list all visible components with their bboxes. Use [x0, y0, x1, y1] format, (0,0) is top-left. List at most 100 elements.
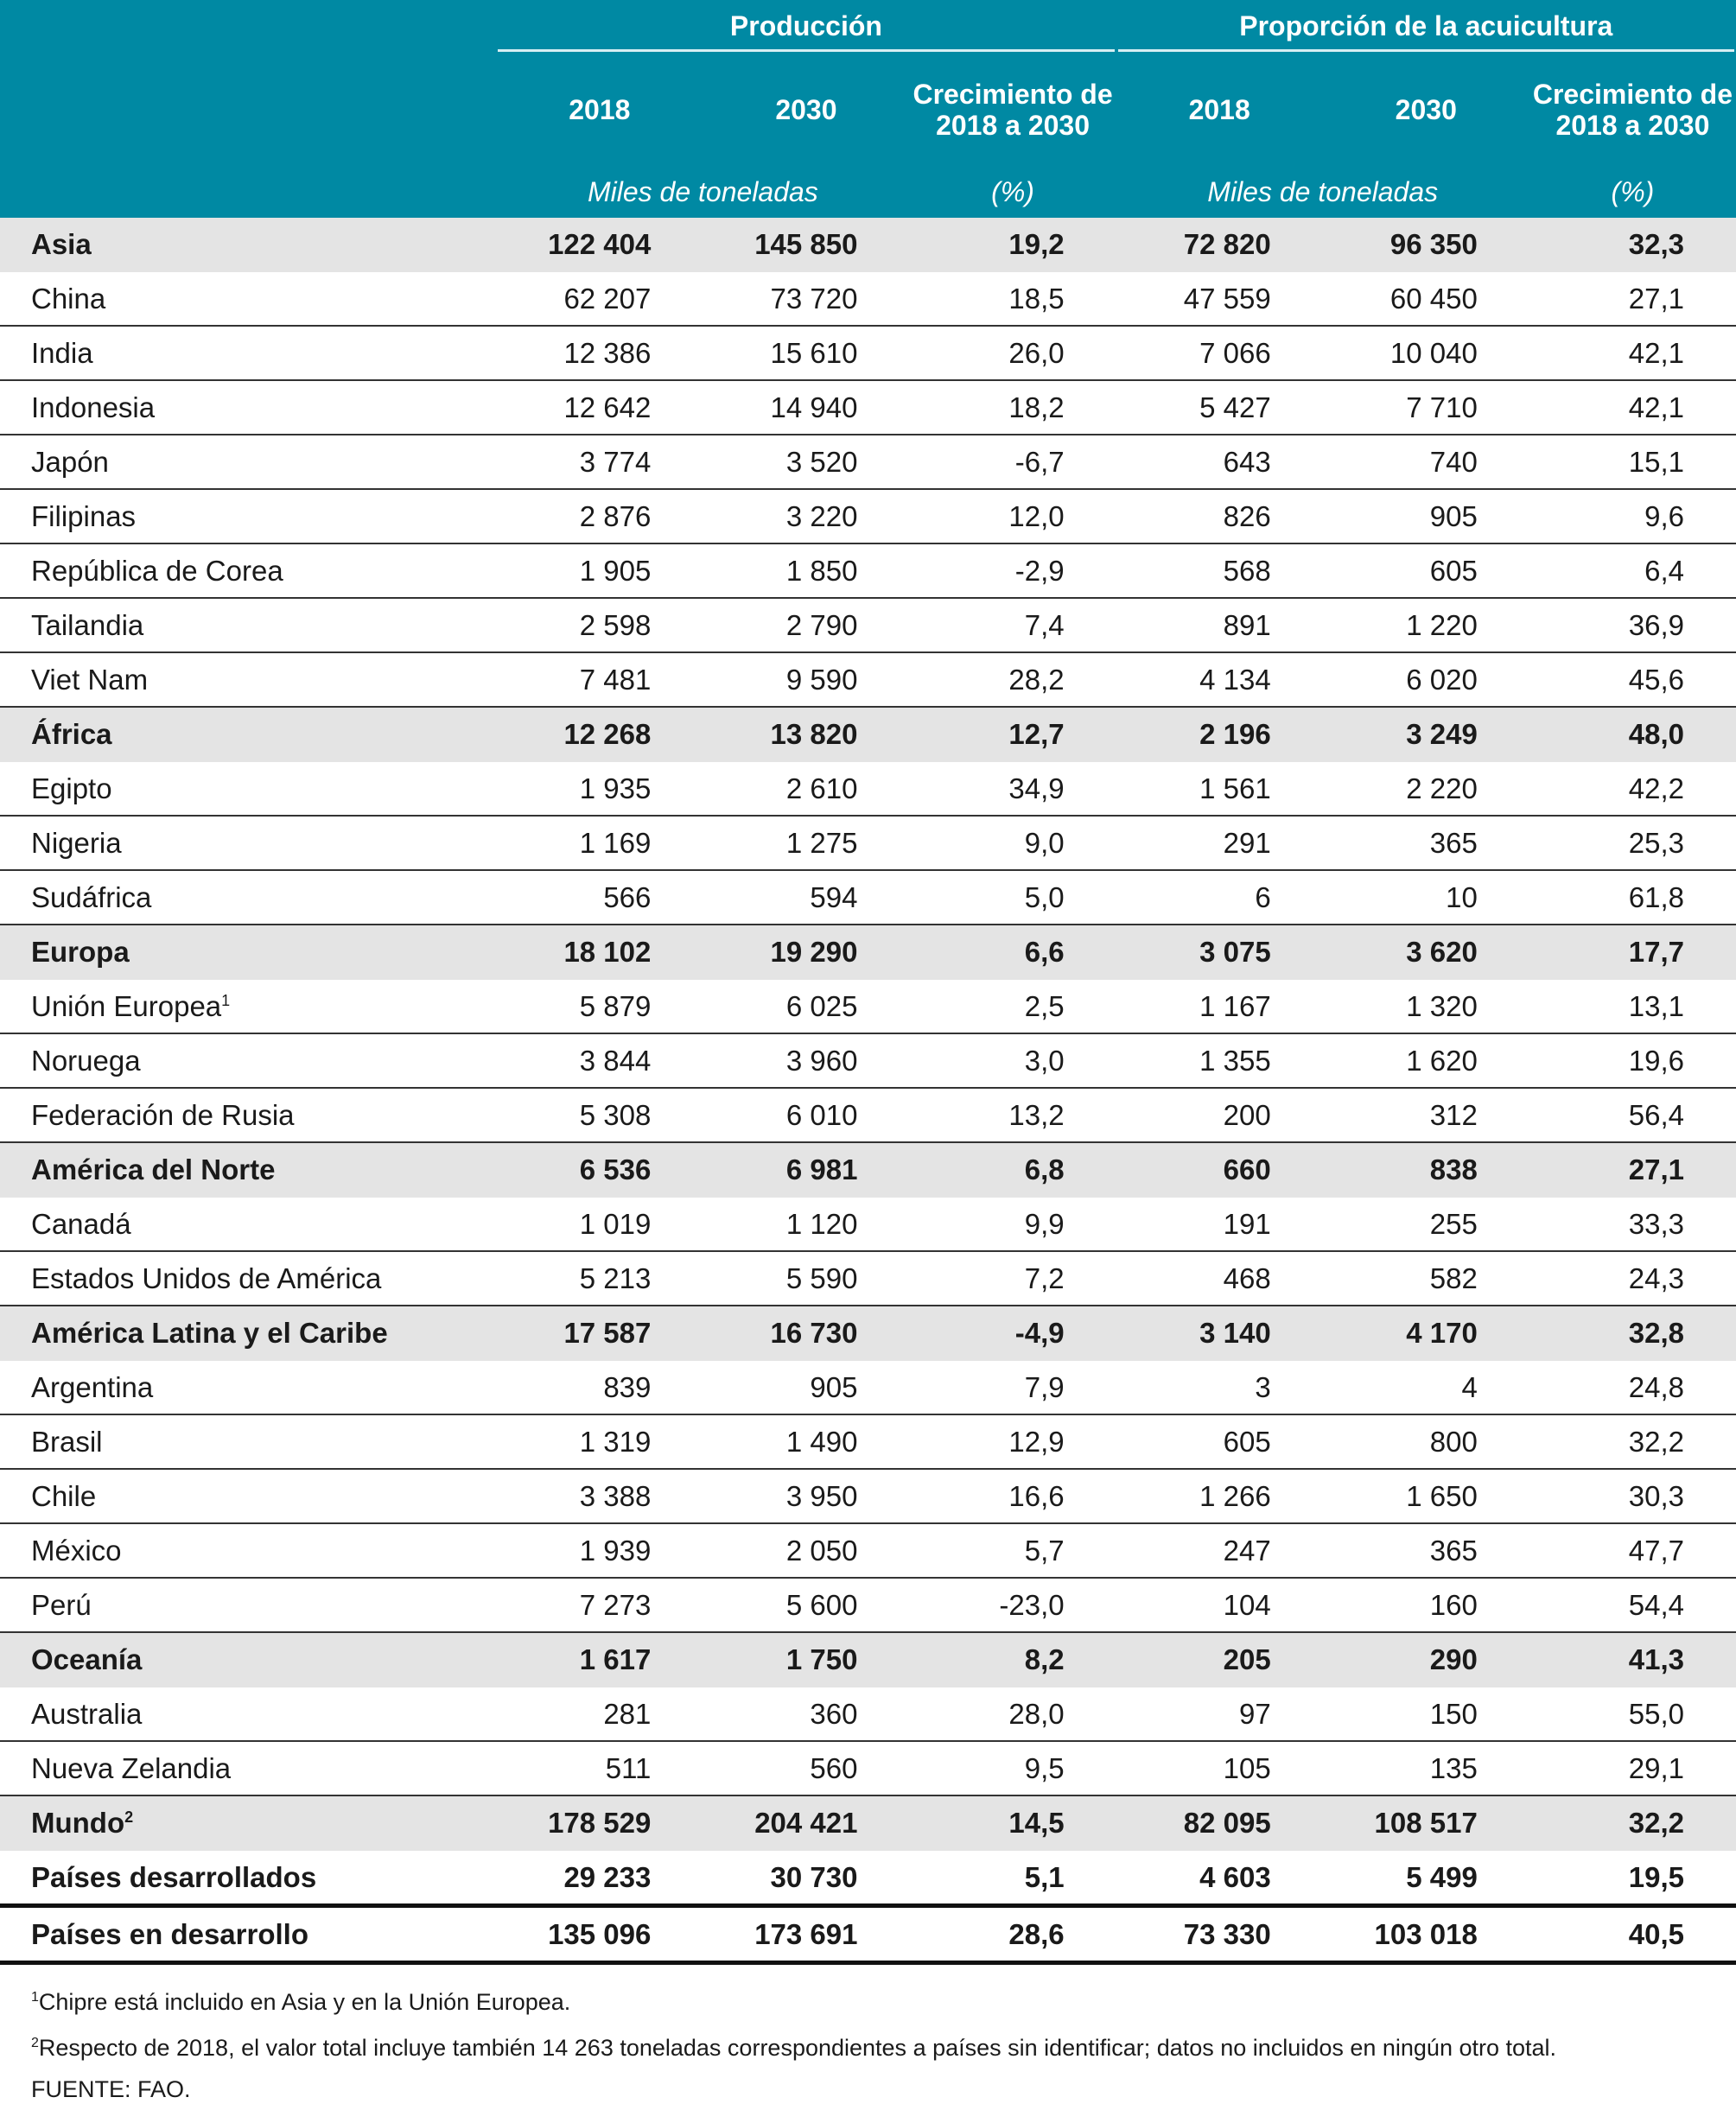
cell-aqua-2030: 4	[1322, 1360, 1529, 1415]
cell-aqua-growth: 42,2	[1529, 761, 1736, 817]
row-label: Países en desarrollo	[0, 1905, 497, 1965]
cell-prod-2018: 29 233	[496, 1850, 703, 1908]
cell-aqua-2018: 643	[1116, 435, 1323, 490]
footnote-ref: 1	[221, 991, 231, 1009]
cell-prod-2030: 16 730	[703, 1306, 910, 1361]
cell-aqua-2018: 568	[1116, 543, 1323, 599]
table-row: Federación de Rusia 5 308 6 010 13,2 200 312 5…	[0, 1088, 1736, 1143]
row-label: Argentina	[0, 1360, 497, 1415]
cell-aqua-growth: 42,1	[1529, 380, 1736, 435]
cell-prod-growth: 13,2	[909, 1088, 1116, 1143]
row-label-text: Japón	[31, 445, 109, 478]
cell-prod-growth: 12,0	[909, 489, 1116, 544]
cell-prod-2030: 204 421	[703, 1795, 910, 1851]
cell-aqua-2018: 73 330	[1116, 1905, 1323, 1965]
col-aqua-2030: 2030	[1322, 54, 1529, 166]
cell-prod-growth: 7,4	[909, 598, 1116, 653]
cell-aqua-2030: 60 450	[1322, 271, 1529, 327]
unit-prod-percent: (%)	[909, 166, 1116, 218]
cell-prod-growth: 28,6	[909, 1905, 1116, 1965]
table-row: Nigeria 1 169 1 275 9,0 291 365 25,3	[0, 816, 1736, 871]
cell-prod-growth: 7,9	[909, 1360, 1116, 1415]
table-row: Países desarrollados 29 233 30 730 5,1 4 603…	[0, 1850, 1736, 1908]
row-label-text: Egipto	[31, 772, 112, 804]
cell-aqua-2018: 468	[1116, 1251, 1323, 1306]
row-label-text: América Latina y el Caribe	[31, 1316, 388, 1349]
cell-aqua-2030: 605	[1322, 543, 1529, 599]
cell-prod-growth: 7,2	[909, 1251, 1116, 1306]
table-row: Tailandia 2 598 2 790 7,4 891 1 220 36,9	[0, 598, 1736, 653]
table-row: Viet Nam 7 481 9 590 28,2 4 134 6 020 45,6	[0, 652, 1736, 708]
cell-aqua-2030: 135	[1322, 1741, 1529, 1796]
row-label: América del Norte	[0, 1142, 497, 1198]
table-row: Brasil 1 319 1 490 12,9 605 800 32,2	[0, 1414, 1736, 1470]
footnote-ref: 2	[124, 1808, 134, 1826]
row-label-text: Indonesia	[31, 391, 156, 423]
cell-prod-growth: -4,9	[909, 1306, 1116, 1361]
cell-prod-2030: 1 275	[703, 816, 910, 871]
col-aqua-growth: Crecimiento de 2018 a 2030	[1529, 54, 1736, 166]
cell-prod-2030: 145 850	[703, 218, 910, 272]
row-label: Australia	[0, 1687, 497, 1742]
table-row: Filipinas 2 876 3 220 12,0 826 905 9,6	[0, 489, 1736, 544]
cell-aqua-growth: 41,3	[1529, 1632, 1736, 1687]
cell-aqua-2030: 5 499	[1322, 1850, 1529, 1908]
row-label-text: Países desarrollados	[31, 1860, 317, 1893]
cell-prod-2030: 9 590	[703, 652, 910, 708]
row-label-text: Mundo	[31, 1806, 125, 1839]
cell-aqua-2030: 255	[1322, 1197, 1529, 1252]
cell-prod-2030: 6 981	[703, 1142, 910, 1198]
table-row: México 1 939 2 050 5,7 247 365 47,7	[0, 1523, 1736, 1579]
group-header-production: Producción	[496, 0, 1116, 54]
cell-prod-2018: 12 268	[496, 707, 703, 762]
row-label-text: Noruega	[31, 1044, 141, 1077]
cell-prod-2030: 560	[703, 1741, 910, 1796]
cell-aqua-2018: 82 095	[1116, 1795, 1323, 1851]
row-label: Indonesia	[0, 380, 497, 435]
cell-aqua-2030: 6 020	[1322, 652, 1529, 708]
cell-prod-growth: 5,1	[909, 1850, 1116, 1908]
cell-aqua-2018: 191	[1116, 1197, 1323, 1252]
table-row: Unión Europea1 5 879 6 025 2,5 1 167 1 320 13,…	[0, 979, 1736, 1034]
row-label-text: Federación de Rusia	[31, 1098, 295, 1131]
cell-prod-2018: 3 774	[496, 435, 703, 490]
footnote-mark: 1	[31, 1990, 39, 2005]
cell-prod-2018: 7 481	[496, 652, 703, 708]
cell-aqua-2018: 4 134	[1116, 652, 1323, 708]
cell-aqua-2018: 105	[1116, 1741, 1323, 1796]
cell-prod-2030: 6 025	[703, 979, 910, 1034]
cell-prod-2018: 566	[496, 870, 703, 925]
cell-prod-growth: 9,9	[909, 1197, 1116, 1252]
cell-prod-2030: 594	[703, 870, 910, 925]
cell-aqua-growth: 32,3	[1529, 218, 1736, 272]
row-label: Japón	[0, 435, 497, 490]
cell-aqua-2030: 150	[1322, 1687, 1529, 1742]
cell-aqua-2018: 891	[1116, 598, 1323, 653]
cell-prod-2018: 511	[496, 1741, 703, 1796]
unit-aqua-tonnes: Miles de toneladas	[1116, 166, 1529, 218]
source-note: FUENTE: FAO.	[31, 2076, 191, 2102]
table-row: Oceanía 1 617 1 750 8,2 205 290 41,3	[0, 1632, 1736, 1687]
unit-aqua-percent: (%)	[1529, 166, 1736, 218]
cell-prod-2030: 19 290	[703, 925, 910, 980]
cell-prod-2030: 14 940	[703, 380, 910, 435]
table-row: Indonesia 12 642 14 940 18,2 5 427 7 710 42,1	[0, 380, 1736, 435]
row-label-text: África	[31, 717, 112, 750]
table-row: Europa 18 102 19 290 6,6 3 075 3 620 17,7	[0, 925, 1736, 980]
cell-aqua-2018: 1 167	[1116, 979, 1323, 1034]
group-header-aquaculture: Proporción de la acuicultura	[1116, 0, 1736, 54]
footnotes: 1Chipre está incluido en Asia y en la Un…	[0, 1965, 1736, 2110]
row-label-text: Estados Unidos de América	[31, 1262, 382, 1294]
row-label-text: Viet Nam	[31, 663, 149, 696]
row-label-text: Tailandia	[31, 608, 144, 641]
cell-aqua-growth: 54,4	[1529, 1578, 1736, 1633]
cell-prod-2030: 1 490	[703, 1414, 910, 1470]
cell-prod-2030: 15 610	[703, 326, 910, 381]
cell-aqua-growth: 55,0	[1529, 1687, 1736, 1742]
cell-aqua-2018: 47 559	[1116, 271, 1323, 327]
table-row: Japón 3 774 3 520 -6,7 643 740 15,1	[0, 435, 1736, 490]
cell-aqua-growth: 9,6	[1529, 489, 1736, 544]
cell-aqua-2030: 108 517	[1322, 1795, 1529, 1851]
cell-prod-2030: 30 730	[703, 1850, 910, 1908]
cell-prod-2030: 5 600	[703, 1578, 910, 1633]
